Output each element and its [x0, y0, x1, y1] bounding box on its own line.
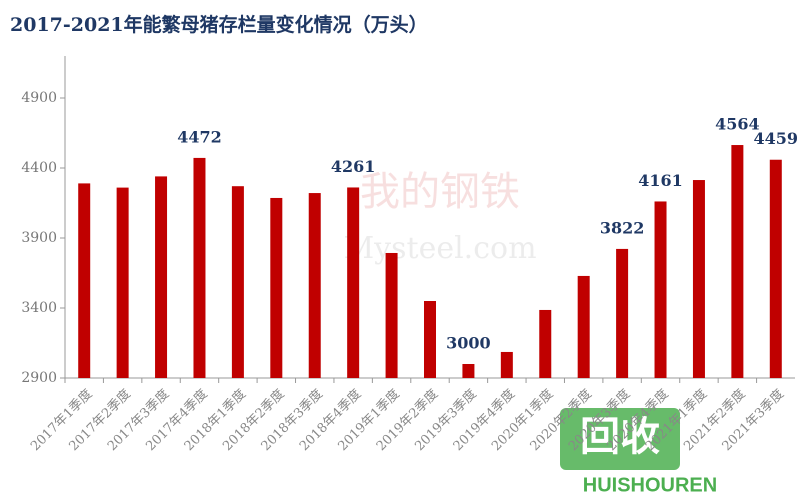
- data-label: 3000: [446, 334, 491, 353]
- logo-box: [560, 408, 680, 470]
- data-label: 4472: [177, 127, 222, 146]
- data-label: 3822: [600, 218, 645, 237]
- bar: [731, 145, 744, 378]
- data-label: 4261: [331, 157, 376, 176]
- y-tick-label: 3400: [21, 300, 57, 316]
- y-tick-label: 4400: [21, 160, 57, 176]
- watermark: HUISHOUREN: [583, 474, 717, 496]
- watermark: 回收: [580, 413, 660, 460]
- bar: [654, 201, 667, 378]
- bar: [462, 364, 475, 378]
- bar: [385, 252, 398, 378]
- bar: [193, 157, 206, 378]
- y-tick-label: 2900: [21, 370, 57, 386]
- bar: [231, 186, 244, 378]
- watermark: Mysteel.com: [343, 231, 536, 266]
- bar: [692, 180, 705, 378]
- bar: [116, 187, 129, 378]
- bar: [270, 197, 283, 378]
- bar: [577, 275, 590, 378]
- bar: [308, 193, 321, 378]
- data-label: 4459: [754, 129, 799, 148]
- bar: [424, 301, 436, 378]
- watermark: 我的钢铁: [360, 169, 520, 215]
- chart-title: 2017-2021年能繁母猪存栏量变化情况（万头）: [10, 13, 428, 36]
- bar: [769, 159, 782, 378]
- y-tick-label: 4900: [21, 90, 57, 106]
- bar: [539, 309, 552, 378]
- bar: [155, 176, 168, 378]
- bar: [347, 187, 360, 378]
- y-tick-label: 3900: [21, 230, 57, 246]
- data-label: 4564: [715, 115, 760, 134]
- bar: [78, 183, 91, 378]
- data-label: 4161: [638, 171, 683, 190]
- bar: [500, 351, 513, 378]
- bar: [616, 248, 629, 378]
